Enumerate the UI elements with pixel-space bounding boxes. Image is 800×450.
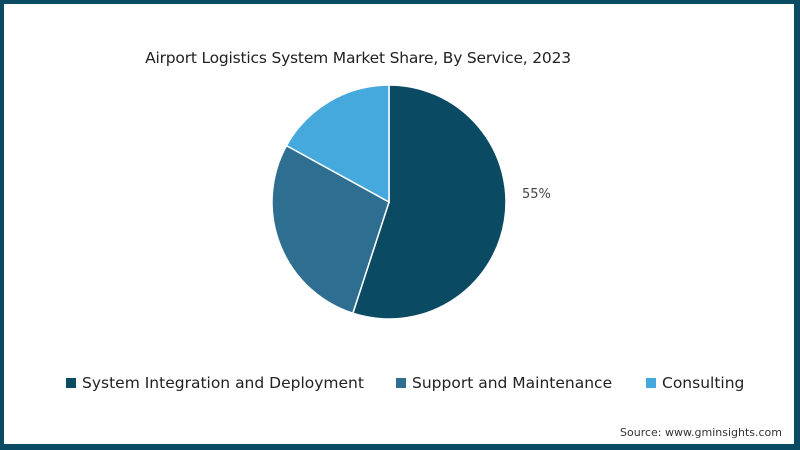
data-label-55: 55%	[522, 187, 551, 202]
legend-swatch	[396, 378, 406, 388]
legend: System Integration and Deployment Suppor…	[0, 374, 800, 396]
legend-item-consulting: Consulting	[646, 374, 744, 392]
pie-slice-support-and-maintenance	[271, 144, 390, 315]
legend-item-system-integration: System Integration and Deployment	[66, 374, 364, 392]
chart-title: Airport Logistics System Market Share, B…	[145, 49, 571, 67]
pie-slice-system-integration-and-deployment	[351, 84, 507, 320]
source-note: Source: www.gminsights.com	[620, 426, 782, 439]
legend-swatch	[66, 378, 76, 388]
legend-swatch	[646, 378, 656, 388]
legend-item-support-maintenance: Support and Maintenance	[396, 374, 612, 392]
pie-slice-consulting	[285, 84, 390, 204]
